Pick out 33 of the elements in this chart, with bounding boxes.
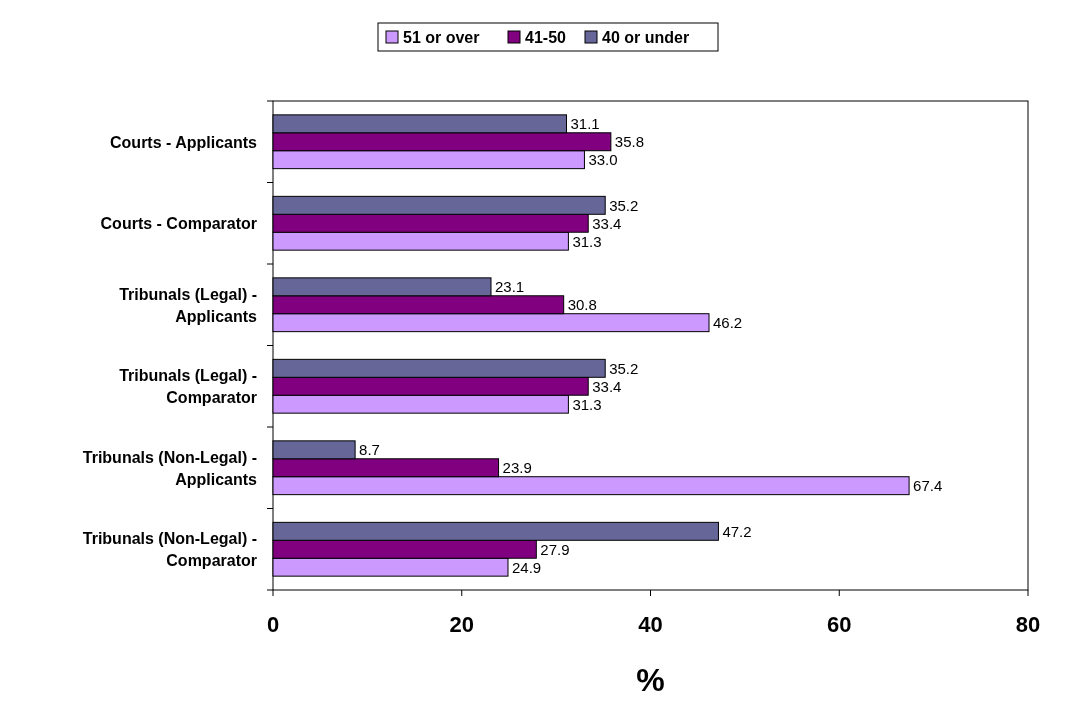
- data-label: 31.3: [572, 395, 602, 413]
- data-label: 23.9: [502, 459, 532, 477]
- y-tick-label: Courts - Applicants: [110, 133, 258, 151]
- data-label: 35.2: [609, 196, 639, 214]
- data-label: 27.9: [540, 540, 570, 558]
- data-label: 31.3: [572, 232, 602, 250]
- data-label: 31.1: [570, 115, 600, 133]
- data-label: 35.8: [614, 133, 645, 151]
- data-label: 30.8: [567, 296, 597, 314]
- x-tick-label: 60: [827, 612, 852, 637]
- data-label: 35.2: [609, 359, 639, 377]
- x-tick-label: 20: [449, 612, 474, 637]
- data-label: 33.4: [592, 214, 622, 232]
- data-label: 46.2: [713, 314, 743, 332]
- y-tick-label: Tribunals (Non-Legal) - Comparator: [82, 529, 257, 569]
- x-tick-label: 80: [1015, 612, 1041, 637]
- data-label: 24.9: [511, 558, 542, 576]
- data-label: 67.4: [913, 477, 943, 495]
- y-tick-label: Tribunals (Non-Legal) - Applicants: [82, 448, 258, 488]
- x-tick-label: 0: [266, 612, 280, 637]
- legend-label: 51 or over: [403, 28, 480, 46]
- data-label: 33.4: [592, 377, 622, 395]
- data-label: 8.7: [359, 441, 380, 459]
- legend-label: 40 or under: [602, 28, 690, 46]
- legend-label: 41-50: [525, 28, 567, 46]
- y-tick-label: Tribunals (Legal) - Comparator: [119, 366, 257, 406]
- data-label: 47.2: [722, 522, 752, 540]
- data-label: 33.0: [588, 151, 618, 169]
- y-tick-label: Courts - Comparator: [100, 214, 257, 232]
- y-tick-label: Tribunals (Legal) - Applicants: [119, 285, 258, 325]
- x-tick-label: 40: [638, 612, 663, 637]
- data-label: 23.1: [495, 278, 525, 296]
- x-axis-title: %: [636, 662, 665, 698]
